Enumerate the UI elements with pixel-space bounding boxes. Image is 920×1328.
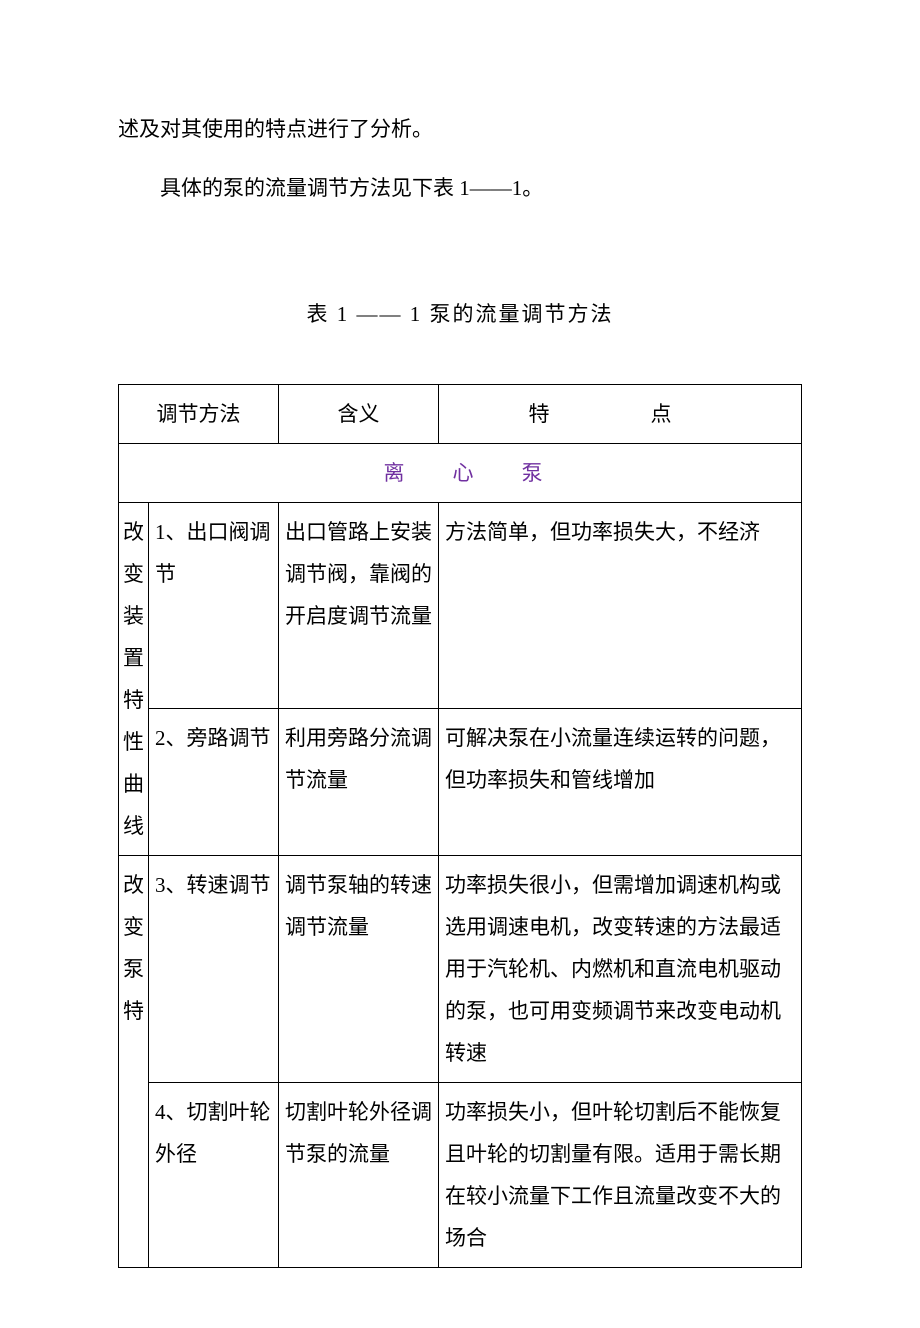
table-row: 改变泵特 3、转速调节 调节泵轴的转速调节流量 功率损失很小，但需增加调速机构或…: [119, 855, 802, 1082]
cell-meaning: 调节泵轴的转速调节流量: [279, 855, 439, 1082]
cell-method: 1、出口阀调节: [149, 502, 279, 709]
cell-feature: 可解决泵在小流量连续运转的问题，但功率损失和管线增加: [439, 709, 802, 855]
document-page: 述及对其使用的特点进行了分析。 具体的泵的流量调节方法见下表 1——1。 表 1…: [0, 0, 920, 1328]
cell-method: 2、旁路调节: [149, 709, 279, 855]
cell-meaning: 切割叶轮外径调节泵的流量: [279, 1082, 439, 1267]
table-row: 改变装置特性曲线 1、出口阀调节 出口管路上安装调节阀，靠阀的开启度调节流量 方…: [119, 502, 802, 709]
vgroup-device-curve: 改变装置特性曲线: [119, 502, 149, 855]
header-meaning: 含义: [279, 384, 439, 443]
paragraph-reference: 具体的泵的流量调节方法见下表 1——1。: [118, 159, 802, 218]
cell-method: 3、转速调节: [149, 855, 279, 1082]
header-method: 调节方法: [119, 384, 279, 443]
table-header-row: 调节方法 含义 特 点: [119, 384, 802, 443]
cell-method: 4、切割叶轮外径: [149, 1082, 279, 1267]
table-caption: 表 1 —— 1 泵的流量调节方法: [118, 298, 802, 328]
table-row: 4、切割叶轮外径 切割叶轮外径调节泵的流量 功率损失小，但叶轮切割后不能恢复且叶…: [119, 1082, 802, 1267]
cell-meaning: 利用旁路分流调节流量: [279, 709, 439, 855]
paragraph-continuation: 述及对其使用的特点进行了分析。: [118, 100, 802, 159]
flow-regulation-table: 调节方法 含义 特 点 离心泵 改变装置特性曲线 1、出口阀调节 出口管路上安装…: [118, 384, 802, 1268]
cell-feature: 功率损失很小，但需增加调速机构或选用调速电机，改变转速的方法最适用于汽轮机、内燃…: [439, 855, 802, 1082]
vgroup-pump-curve: 改变泵特: [119, 855, 149, 1267]
header-feature: 特 点: [439, 384, 802, 443]
table-section-row: 离心泵: [119, 443, 802, 502]
cell-feature: 方法简单，但功率损失大，不经济: [439, 502, 802, 709]
cell-feature: 功率损失小，但叶轮切割后不能恢复且叶轮的切割量有限。适用于需长期在较小流量下工作…: [439, 1082, 802, 1267]
cell-meaning: 出口管路上安装调节阀，靠阀的开启度调节流量: [279, 502, 439, 709]
section-label: 离心泵: [119, 443, 802, 502]
table-row: 2、旁路调节 利用旁路分流调节流量 可解决泵在小流量连续运转的问题，但功率损失和…: [119, 709, 802, 855]
